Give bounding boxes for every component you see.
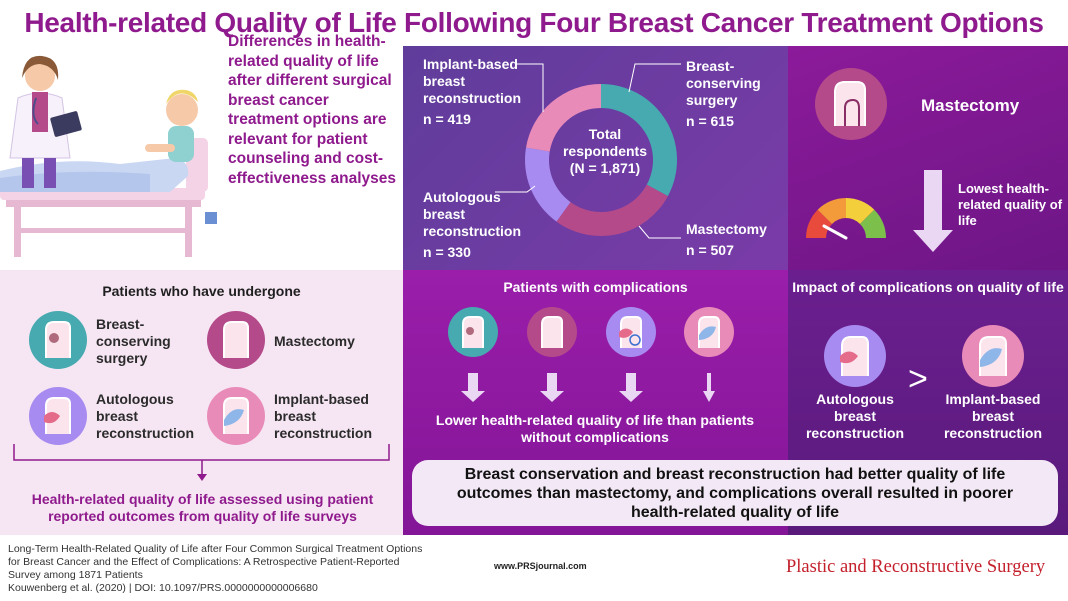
doctor-patient-illustration <box>0 55 217 257</box>
gauge-icon <box>806 197 886 240</box>
respondents-donut-chart <box>495 63 681 239</box>
journal-url-link[interactable]: www.PRSjournal.com <box>494 561 587 571</box>
impact-icons <box>824 325 1024 387</box>
donut-segment <box>525 147 571 222</box>
lowest-qol-text: Lowest health-related quality of life <box>958 181 1063 228</box>
down-arrow-icon <box>703 373 715 402</box>
implant-complication-icon <box>684 307 734 357</box>
donut-segment <box>601 84 677 197</box>
group-label-breast-conserving: Breast-conserving surgery n = 615 <box>686 58 761 129</box>
mastectomy-title: Mastectomy <box>921 96 1020 115</box>
footer-citation: Long-Term Health-Related Quality of Life… <box>8 543 423 594</box>
complications-title: Patients with complications <box>503 279 688 295</box>
comparison-symbol: > <box>908 360 928 398</box>
donut-center-label: Total respondents (N = 1,871) <box>562 126 647 176</box>
down-arrow-icon <box>197 474 207 481</box>
breast-icon <box>815 68 887 140</box>
lower-qol-text: Lower health-related quality of life tha… <box>435 412 755 445</box>
leader-line <box>638 225 681 239</box>
implant-icon <box>962 325 1024 387</box>
impact-title: Impact of complications on quality of li… <box>792 279 1064 295</box>
leader-line <box>495 185 536 193</box>
complication-icons <box>448 307 734 402</box>
autologous-icon <box>29 387 87 445</box>
down-arrow-icon <box>619 373 643 402</box>
impact-label-autologous: Autologous breast reconstruction <box>805 391 904 441</box>
down-arrow-icon <box>540 373 564 402</box>
autologous-icon <box>824 325 886 387</box>
down-arrow-icon <box>913 170 953 252</box>
group-label-autologous: Autologous breast reconstruction n = 330 <box>423 189 522 260</box>
leader-line <box>628 63 681 93</box>
group-label-mastectomy: Mastectomy n = 507 <box>686 221 767 258</box>
page-title: Health-related Quality of Life Following… <box>24 7 1044 38</box>
mastectomy-complication-icon <box>527 307 577 357</box>
undergone-title: Patients who have undergone <box>102 283 301 299</box>
bracket <box>13 444 390 461</box>
label-implant: Implant-based breast reconstruction <box>274 391 373 441</box>
assessed-text: Health-related quality of life assessed … <box>31 491 374 524</box>
leader-line <box>515 63 544 112</box>
conclusion-box: Breast conservation and breast reconstru… <box>412 460 1058 526</box>
mastectomy-icon <box>207 311 265 369</box>
mastectomy-graphics <box>806 68 953 252</box>
autologous-complication-icon <box>606 307 656 357</box>
impact-label-implant: Implant-based breast reconstruction <box>943 391 1042 441</box>
implant-icon <box>207 387 265 445</box>
down-arrow-icon <box>461 373 485 402</box>
group-label-implant: Implant-based breast reconstruction n = … <box>423 56 522 127</box>
intro-text: Differences in health-related quality of… <box>228 33 397 187</box>
label-autologous: Autologous breast reconstruction <box>96 391 195 441</box>
breast-conserving-icon <box>29 311 87 369</box>
label-mastectomy: Mastectomy <box>274 333 355 349</box>
donut-segment <box>526 84 601 152</box>
label-breast-conserving: Breast-conserving surgery <box>96 316 171 366</box>
donut-segment <box>556 184 668 236</box>
treatment-icons <box>13 311 390 481</box>
journal-logo: Plastic and Reconstructive Surgery <box>786 557 1046 577</box>
breast-conserving-complication-icon <box>448 307 498 357</box>
